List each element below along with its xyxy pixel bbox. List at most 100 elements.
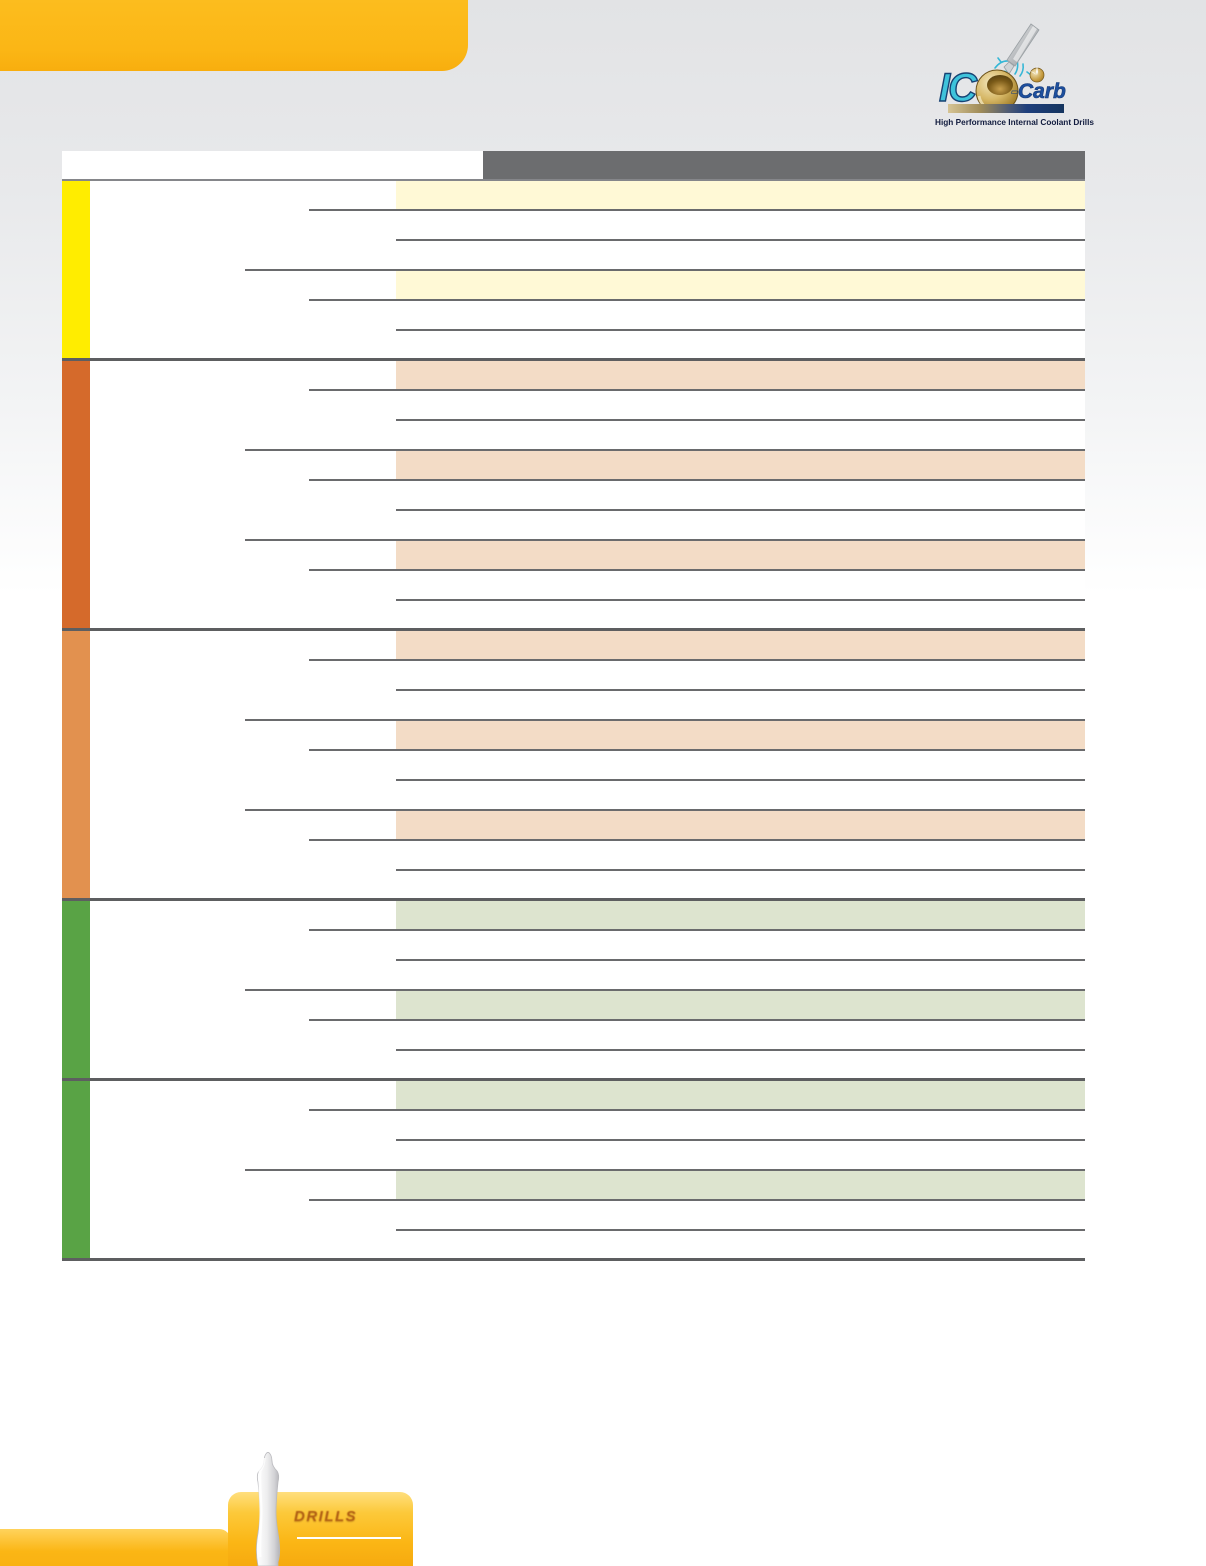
row-divider: [396, 599, 1085, 601]
row-divider: [396, 1139, 1085, 1141]
brand-name-carb: -Carb: [1011, 80, 1066, 103]
row-divider: [396, 509, 1085, 511]
table-row: [62, 1081, 1085, 1111]
table-row: [62, 691, 1085, 721]
row-divider: [245, 1169, 1085, 1171]
table-row-highlight: [396, 181, 1085, 209]
drills-tab-label: DRILLS: [294, 1508, 358, 1525]
row-divider: [309, 569, 1085, 571]
row-divider: [245, 719, 1085, 721]
gold-ball-icon: [1029, 65, 1045, 83]
brand-name-ic: IC: [938, 66, 977, 110]
row-divider: [309, 749, 1085, 751]
row-divider: [396, 779, 1085, 781]
table-header-bar: [483, 151, 1085, 179]
section-green-2: [62, 1081, 1085, 1258]
row-divider: [396, 239, 1085, 241]
section-color-bar: [62, 901, 90, 1078]
section-separator: [62, 1078, 1085, 1081]
table-row: [62, 511, 1085, 541]
table-row-highlight: [396, 1171, 1085, 1199]
table-row: [62, 421, 1085, 451]
table-row: [62, 601, 1085, 628]
section-separator: [62, 628, 1085, 631]
row-divider: [309, 929, 1085, 931]
table-row-highlight: [396, 541, 1085, 569]
table-row: [62, 481, 1085, 511]
footer-band: [0, 1529, 231, 1566]
row-divider: [245, 809, 1085, 811]
table-row: [62, 781, 1085, 811]
table-row-highlight: [396, 271, 1085, 299]
table-row: [62, 1231, 1085, 1258]
section-yellow: [62, 181, 1085, 358]
section-color-bar: [62, 631, 90, 898]
row-divider: [396, 959, 1085, 961]
table-row: [62, 961, 1085, 991]
table-row: [62, 751, 1085, 781]
section-separator: [62, 898, 1085, 901]
section-separator: [62, 358, 1085, 361]
drills-tab-underline: [297, 1537, 401, 1539]
table-row-highlight: [396, 631, 1085, 659]
section-color-bar: [62, 181, 90, 358]
table-row: [62, 451, 1085, 481]
table-row: [62, 811, 1085, 841]
brand-logo: IC -Carb High Performance Internal Coola…: [935, 22, 1094, 136]
row-divider: [309, 299, 1085, 301]
row-divider: [309, 839, 1085, 841]
brand-divider-bar: [948, 104, 1064, 113]
table-row: [62, 301, 1085, 331]
table-row: [62, 361, 1085, 391]
table-row: [62, 661, 1085, 691]
row-divider: [309, 1019, 1085, 1021]
row-divider: [396, 869, 1085, 871]
table-row: [62, 871, 1085, 898]
table-row: [62, 631, 1085, 661]
table-row: [62, 1021, 1085, 1051]
row-divider: [309, 209, 1085, 211]
table-row-highlight: [396, 361, 1085, 389]
section-dark-orange: [62, 361, 1085, 628]
table-row: [62, 271, 1085, 301]
table-row: [62, 931, 1085, 961]
table-row: [62, 901, 1085, 931]
table-row: [62, 571, 1085, 601]
row-divider: [245, 539, 1085, 541]
table-row: [62, 1141, 1085, 1171]
row-divider: [309, 389, 1085, 391]
table-row: [62, 391, 1085, 421]
brand-tagline: High Performance Internal Coolant Drills: [935, 117, 1094, 127]
table-top-border: [62, 179, 1085, 181]
row-divider: [309, 659, 1085, 661]
table-row-highlight: [396, 451, 1085, 479]
table-row: [62, 331, 1085, 358]
row-divider: [309, 479, 1085, 481]
table-row-highlight: [396, 1081, 1085, 1109]
row-divider: [396, 419, 1085, 421]
row-divider: [245, 449, 1085, 451]
brand-hyphen: -: [1011, 80, 1019, 103]
row-divider: [309, 1109, 1085, 1111]
table-row-highlight: [396, 721, 1085, 749]
table-row: [62, 991, 1085, 1021]
row-divider: [396, 689, 1085, 691]
row-divider: [245, 989, 1085, 991]
row-divider: [396, 329, 1085, 331]
row-divider: [309, 1199, 1085, 1201]
table-row: [62, 541, 1085, 571]
drill-bit-icon: [255, 1452, 281, 1566]
table-row-highlight: [396, 901, 1085, 929]
section-light-orange: [62, 631, 1085, 898]
row-divider: [396, 1229, 1085, 1231]
table-row-highlight: [396, 811, 1085, 839]
section-color-bar: [62, 361, 90, 628]
catalog-table: [62, 151, 1085, 1261]
section-color-bar: [62, 1081, 90, 1258]
table-row: [62, 1201, 1085, 1231]
drill-with-coolant-icon: [992, 23, 1040, 77]
table-row: [62, 1111, 1085, 1141]
table-sections: [62, 181, 1085, 1261]
section-green-1: [62, 901, 1085, 1078]
row-divider: [245, 269, 1085, 271]
